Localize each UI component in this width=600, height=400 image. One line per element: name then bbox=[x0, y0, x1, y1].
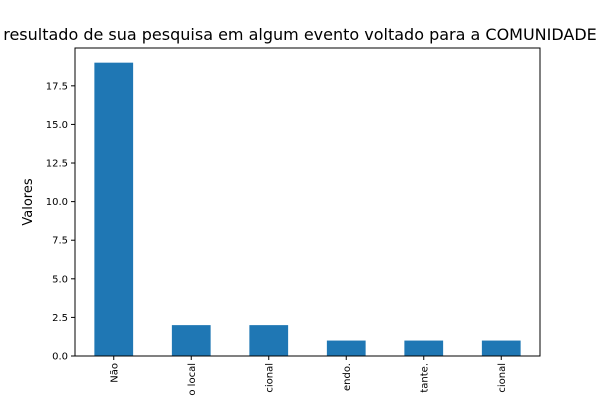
bars-group bbox=[94, 63, 520, 356]
bar-0 bbox=[94, 63, 133, 356]
x-tick-label: endo. bbox=[342, 363, 353, 391]
x-tick-label: tante. bbox=[419, 363, 430, 393]
bar-2 bbox=[249, 325, 288, 356]
bar-4 bbox=[404, 341, 443, 356]
y-tick-label: 17.5 bbox=[46, 81, 68, 92]
x-tick-label: cional bbox=[497, 363, 508, 393]
x-tick-label: o local bbox=[187, 363, 198, 396]
bar-3 bbox=[327, 341, 366, 356]
bar-5 bbox=[482, 341, 521, 356]
y-tick-label: 15.0 bbox=[46, 120, 68, 131]
y-axis-label: Valores bbox=[21, 178, 36, 225]
x-axis-ticks: Não o local cional endo. tante. cional bbox=[109, 356, 508, 396]
y-tick-label: 10.0 bbox=[46, 197, 68, 208]
y-tick-label: 0.0 bbox=[52, 352, 68, 363]
x-tick-label: Não bbox=[109, 363, 120, 383]
y-tick-label: 12.5 bbox=[46, 159, 68, 170]
x-tick-label: cional bbox=[264, 363, 275, 393]
bar-1 bbox=[172, 325, 211, 356]
chart-title: resultado de sua pesquisa em algum event… bbox=[3, 25, 597, 44]
y-tick-label: 2.5 bbox=[52, 313, 68, 324]
y-axis-ticks: 0.0 2.5 5.0 7.5 10.0 12.5 15.0 17.5 bbox=[46, 81, 75, 362]
y-tick-label: 5.0 bbox=[52, 274, 68, 285]
y-tick-label: 7.5 bbox=[52, 236, 68, 247]
plot-frame bbox=[75, 48, 540, 356]
